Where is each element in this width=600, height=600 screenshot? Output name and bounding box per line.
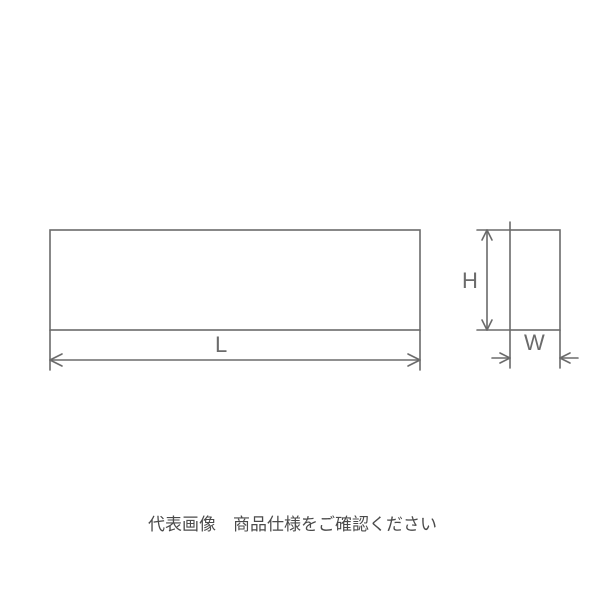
dimension-label-width: W [524,330,545,356]
stage: L H W 代表画像 商品仕様をご確認ください [0,0,600,600]
caption-text: 代表画像 商品仕様をご確認ください [148,510,437,535]
dimension-label-length: L [215,332,227,358]
dimension-label-height: H [462,268,478,294]
